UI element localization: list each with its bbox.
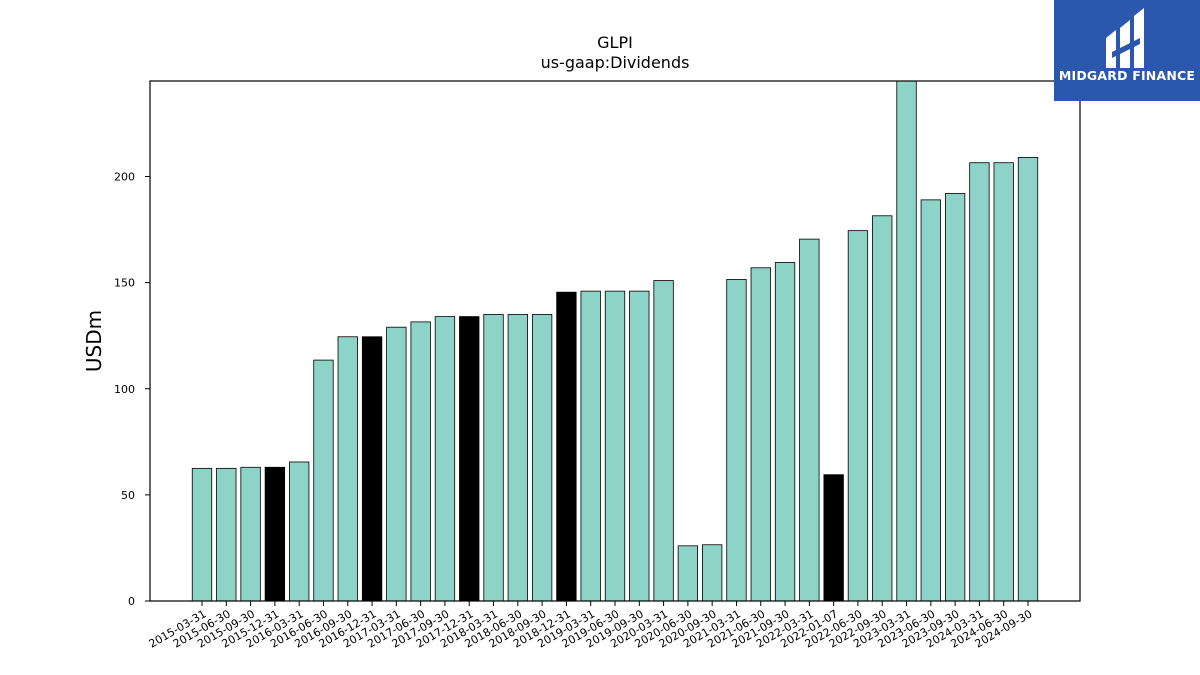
bar: [726, 279, 747, 602]
bar: [289, 461, 310, 602]
bar: [337, 336, 358, 602]
bar: [386, 326, 407, 602]
bar: [629, 290, 650, 602]
bar: [604, 290, 626, 602]
y-tick-label: 100: [114, 383, 135, 396]
bar: [847, 230, 869, 602]
bar: [216, 467, 237, 602]
bar: [750, 267, 771, 602]
bar: [653, 280, 674, 602]
bar: [872, 215, 893, 602]
bar: [264, 466, 286, 602]
y-tick-label: 200: [114, 171, 135, 184]
bar: [191, 467, 213, 602]
x-axis: 2015-03-312015-06-302015-09-302015-12-31…: [147, 601, 1035, 651]
bar: [993, 162, 1014, 602]
plot-frame: [149, 80, 1081, 602]
bar: [774, 262, 796, 602]
bar: [799, 238, 820, 602]
y-axis-label: USDm: [82, 310, 106, 372]
bar: [410, 321, 431, 602]
bar: [677, 545, 699, 602]
bar: [459, 316, 480, 602]
bar: [531, 314, 553, 602]
chart-title: GLPI: [597, 33, 633, 52]
bar: [969, 162, 990, 602]
bar: [313, 359, 334, 602]
bar: [920, 199, 941, 602]
chart-subtitle: us-gaap:Dividends: [541, 53, 690, 72]
y-axis: 0 50 100 150 200: [114, 171, 150, 608]
bar: [823, 474, 844, 602]
bar: [434, 316, 456, 602]
bar: [361, 336, 383, 602]
bar: [507, 314, 528, 602]
y-tick-label: 50: [121, 489, 135, 502]
bar: [580, 290, 601, 602]
bar: [702, 544, 723, 602]
bar: [1017, 157, 1039, 602]
midgard-mark-icon: [1106, 8, 1144, 68]
y-tick-label: 150: [114, 277, 135, 290]
bars-layer: [191, 80, 1039, 602]
bar: [240, 466, 261, 602]
brand-name: MIDGARD FINANCE: [1058, 68, 1196, 83]
bar: [944, 193, 966, 602]
bar: [483, 314, 504, 602]
y-tick-label: 0: [128, 595, 135, 608]
brand-logo: MIDGARD FINANCE: [1054, 0, 1200, 101]
bar: [556, 291, 577, 602]
bar: [896, 80, 917, 602]
